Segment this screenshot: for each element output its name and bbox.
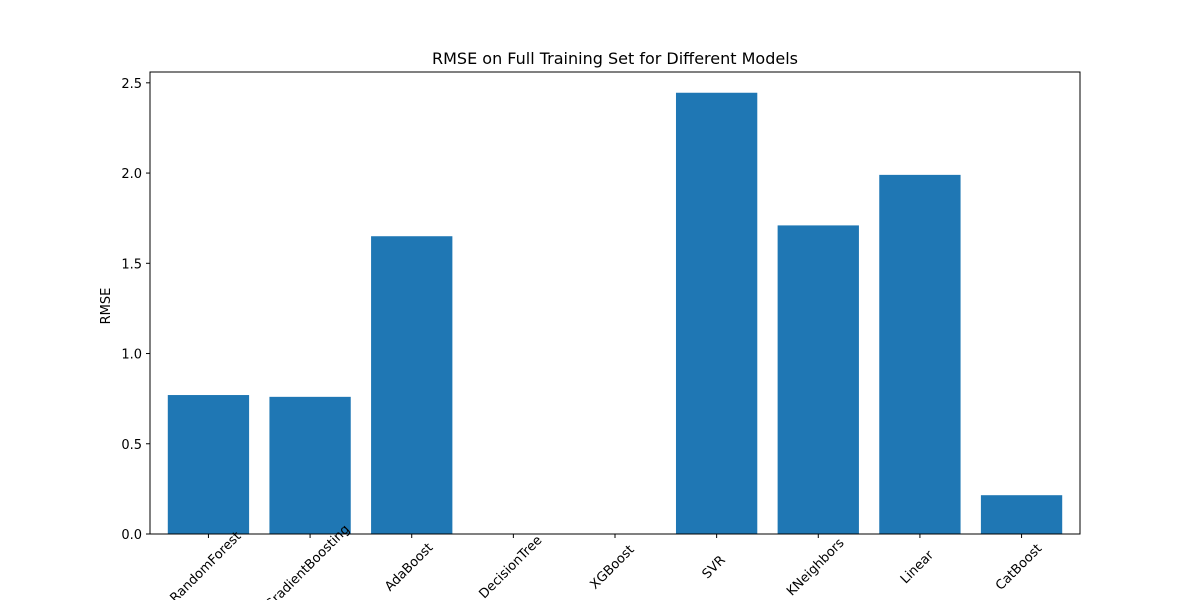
bar-catboost <box>980 495 1063 534</box>
y-tick-label: 1.0 <box>121 348 142 363</box>
bar-adaboost <box>371 236 453 535</box>
y-axis-label: RMSE <box>99 288 114 325</box>
x-tick-label: Linear <box>898 547 938 587</box>
y-tick-label: 0.0 <box>121 528 142 543</box>
bar-svr <box>675 92 758 534</box>
bar-randomforest <box>167 395 250 534</box>
x-tick-label: RandomForest <box>168 529 245 600</box>
bar-linear <box>879 174 961 534</box>
y-tick-label: 1.5 <box>121 257 142 272</box>
bar-gradientboosting <box>269 396 351 534</box>
x-tick-label: DecisionTree <box>476 533 545 600</box>
y-tick-label: 2.5 <box>121 77 142 92</box>
x-tick-label: SVR <box>700 553 729 582</box>
y-tick-label: 0.5 <box>121 438 142 453</box>
y-tick-label: 2.0 <box>121 167 142 182</box>
bar-kneighbors <box>777 225 859 534</box>
x-tick-label: AdaBoost <box>382 540 436 594</box>
x-tick-label: XGBoost <box>588 543 638 593</box>
x-tick-label: CatBoost <box>993 541 1045 593</box>
x-tick-label: KNeighbors <box>784 536 848 600</box>
chart-title: RMSE on Full Training Set for Different … <box>432 49 798 68</box>
